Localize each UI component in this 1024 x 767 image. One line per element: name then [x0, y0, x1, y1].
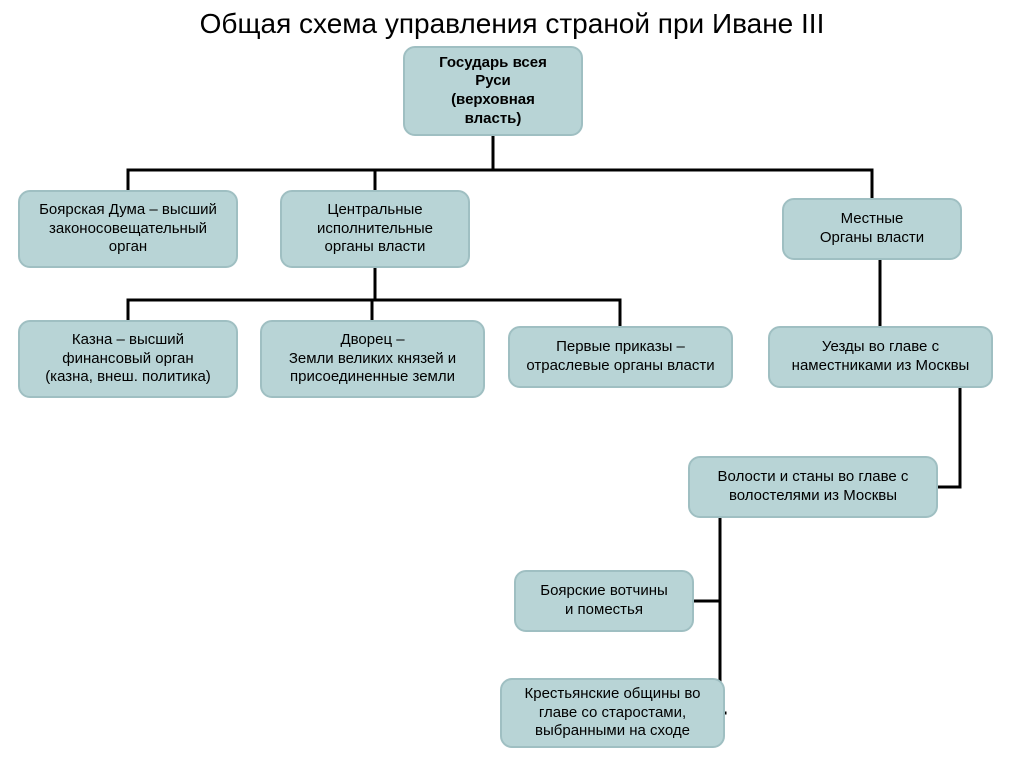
- node-kazna: Казна – высший финансовый орган (казна, …: [18, 320, 238, 398]
- node-volosti: Волости и станы во главе с волостелями и…: [688, 456, 938, 518]
- node-root: Государь всея Руси (верховная власть): [403, 46, 583, 136]
- diagram-title: Общая схема управления страной при Иване…: [0, 8, 1024, 40]
- node-central: Центральные исполнительные органы власти: [280, 190, 470, 268]
- node-obsch: Крестьянские общины во главе со староста…: [500, 678, 725, 748]
- node-uezdy: Уезды во главе с наместниками из Москвы: [768, 326, 993, 388]
- node-votch: Боярские вотчины и поместья: [514, 570, 694, 632]
- node-prikaz: Первые приказы – отраслевые органы власт…: [508, 326, 733, 388]
- node-duma: Боярская Дума – высший законосовещательн…: [18, 190, 238, 268]
- node-local: Местные Органы власти: [782, 198, 962, 260]
- node-dvorec: Дворец – Земли великих князей и присоеди…: [260, 320, 485, 398]
